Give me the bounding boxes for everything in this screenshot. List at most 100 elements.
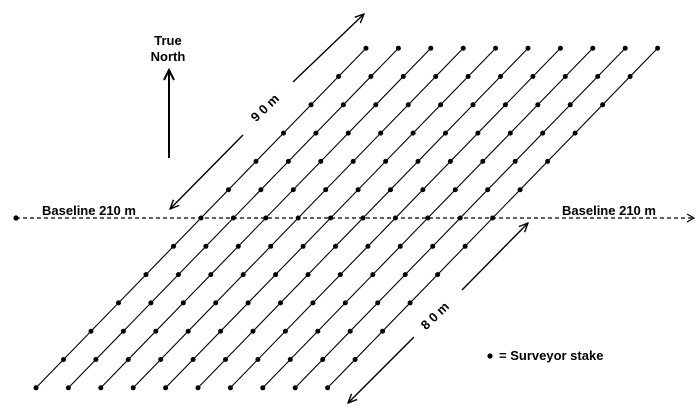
surveyor-stake xyxy=(285,158,291,164)
surveyor-stake xyxy=(572,130,578,136)
north-label-line2: North xyxy=(151,49,186,64)
upper-dimension-arrow-top xyxy=(292,14,364,83)
surveyor-stake xyxy=(600,102,606,108)
surveyor-stake xyxy=(308,102,314,108)
baseline-arrow-icon xyxy=(686,213,696,223)
surveyor-stake xyxy=(347,328,353,334)
surveyor-stake xyxy=(175,272,181,278)
surveyor-stake xyxy=(590,45,596,51)
surveyor-stake xyxy=(397,243,403,249)
surveyor-stake xyxy=(318,158,324,164)
surveyor-stake xyxy=(388,187,393,193)
surveyor-stake xyxy=(337,272,343,278)
upper-dimension-arrow-bottom xyxy=(170,134,244,209)
surveyor-stake xyxy=(447,158,453,164)
surveyor-stake xyxy=(535,102,541,108)
lower-dimension-arrow-bottom xyxy=(348,336,415,403)
surveyor-stake xyxy=(208,272,214,278)
surveyor-stake xyxy=(190,357,196,362)
surveyor-stake xyxy=(460,45,466,51)
surveyor-stake xyxy=(395,45,401,51)
surveyor-stake xyxy=(125,357,131,362)
surveyor-stake xyxy=(352,357,358,362)
surveyor-stake xyxy=(320,357,326,362)
surveyor-stake xyxy=(305,272,311,278)
surveyor-stake xyxy=(627,74,633,79)
surveyor-stake xyxy=(328,215,334,221)
legend-label: = Surveyor stake xyxy=(499,348,603,363)
surveyor-stake xyxy=(235,243,241,249)
surveyor-stake xyxy=(153,328,159,334)
surveyor-stake xyxy=(507,130,513,136)
surveyor-stake xyxy=(373,102,379,108)
surveyor-stake xyxy=(415,158,421,164)
surveyor-stake xyxy=(65,385,71,391)
surveyor-stake xyxy=(622,45,628,51)
surveyor-stake xyxy=(171,243,176,249)
surveyor-stake xyxy=(278,300,283,306)
surveyor-stake xyxy=(120,328,126,334)
surveyor-stake xyxy=(342,300,348,306)
baseline-label-right: Baseline 210 m xyxy=(562,203,656,218)
surveyor-stake xyxy=(345,130,351,136)
surveyor-stake xyxy=(380,328,386,334)
surveyor-stake xyxy=(250,328,256,334)
surveyor-stake xyxy=(336,74,341,79)
surveyor-stake xyxy=(493,45,499,51)
surveyor-stake xyxy=(93,357,99,362)
surveyor-stake xyxy=(420,187,426,193)
surveyor-stake-icon xyxy=(487,353,493,359)
surveyor-stake xyxy=(258,187,264,193)
surveyor-stake xyxy=(203,243,209,249)
surveyor-stake xyxy=(355,187,361,193)
surveyor-stake xyxy=(325,385,331,391)
surveyor-stake xyxy=(253,158,259,164)
surveyor-stake xyxy=(512,158,518,164)
surveyor-stake xyxy=(428,45,434,51)
surveyor-stake xyxy=(292,385,298,391)
surveyor-stake xyxy=(185,328,191,334)
north-label-line1: True xyxy=(154,33,181,48)
upper-dimension-label: 9 0 m xyxy=(248,91,282,125)
surveyor-stake xyxy=(223,357,228,362)
surveyor-stake xyxy=(226,187,231,193)
north-arrow-icon xyxy=(163,67,175,158)
surveyor-stake xyxy=(282,328,288,334)
surveyor-stake xyxy=(365,243,371,249)
surveyor-stake xyxy=(363,45,369,51)
surveyor-stake xyxy=(213,300,219,306)
surveyor-stake xyxy=(425,215,431,221)
surveyor-stake xyxy=(400,74,406,79)
surveyor-stake xyxy=(557,45,563,51)
surveyor-stake xyxy=(240,272,246,278)
surveyor-stake xyxy=(375,300,381,306)
surveyor-stake xyxy=(370,272,376,278)
lower-dimension-label: 8 0 m xyxy=(418,299,452,333)
surveyor-stake xyxy=(525,45,531,51)
surveyor-stake xyxy=(540,130,546,136)
surveyor-stake xyxy=(227,385,233,391)
surveyor-stake xyxy=(255,357,261,362)
surveyor-stake xyxy=(333,243,338,249)
surveyor-stake xyxy=(180,300,186,306)
surveyor-stake xyxy=(143,272,149,278)
surveyor-stake xyxy=(263,215,269,221)
surveyor-stake xyxy=(260,385,266,391)
surveyor-stake xyxy=(290,187,296,193)
surveyor-stake xyxy=(98,385,104,391)
surveyor-stake xyxy=(323,187,329,193)
surveyor-stake xyxy=(475,130,481,136)
surveyor-stake xyxy=(158,357,164,362)
surveyor-stake xyxy=(452,187,458,193)
surveyor-stake xyxy=(378,130,384,136)
surveyor-stake xyxy=(407,300,413,306)
surveyor-stake xyxy=(33,385,39,391)
surveyor-stake xyxy=(545,158,551,164)
surveyor-stake xyxy=(430,243,436,249)
surveyor-stake xyxy=(480,158,486,164)
surveyor-stake xyxy=(350,158,356,164)
surveyor-stake xyxy=(287,357,293,362)
surveyor-stake xyxy=(340,102,346,108)
surveyor-stake xyxy=(315,328,321,334)
